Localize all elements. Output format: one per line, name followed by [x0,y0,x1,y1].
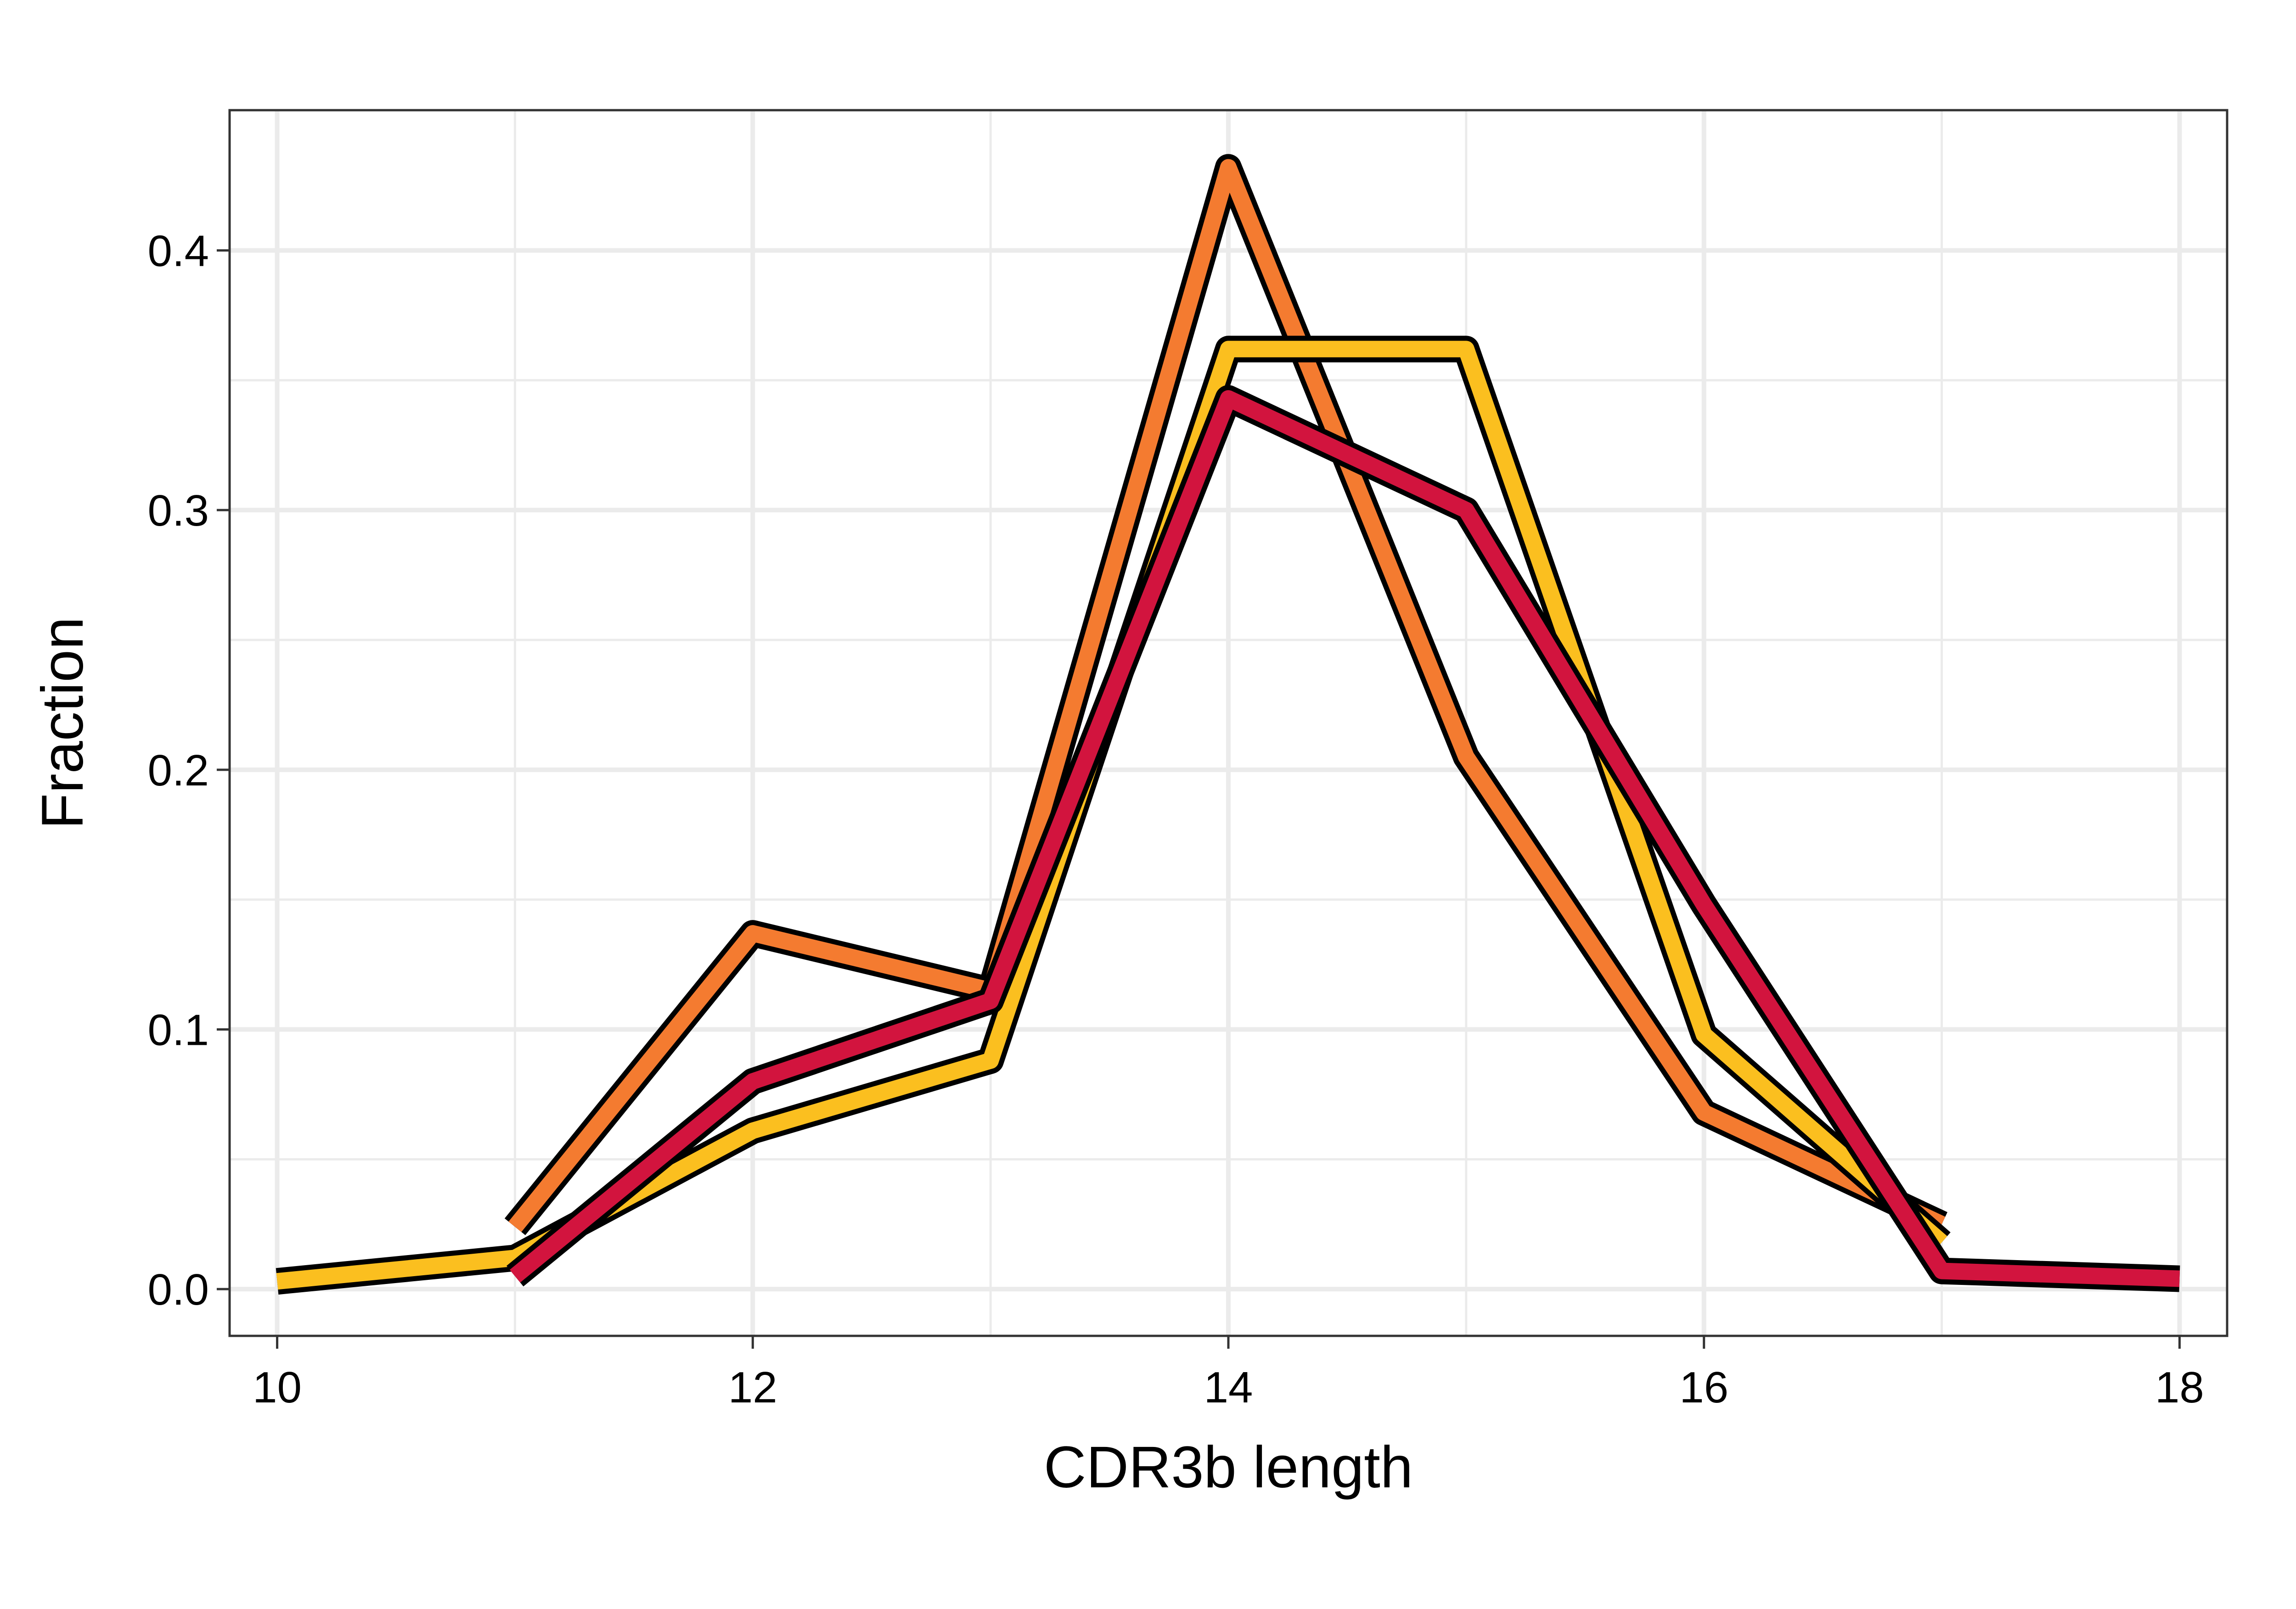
data-point [752,933,753,934]
data-point [1941,1271,1942,1272]
data-point [514,1276,515,1277]
x-axis-title: CDR3b length [1044,1435,1413,1500]
series-line [508,159,1946,1232]
data-point [514,1226,515,1227]
major-gridlines [230,110,2227,1336]
x-tick-label: 14 [1204,1363,1253,1412]
data-point [2179,1278,2180,1279]
data-point [752,1081,753,1082]
data-point [990,1060,991,1061]
y-tick-label: 0.0 [148,1265,209,1314]
series-lines [276,154,2180,1295]
x-tick-label: 18 [2155,1363,2204,1412]
y-axis-title: Fraction [30,617,96,829]
data-point [1704,1112,1705,1113]
y-tick-label: 0.2 [148,746,209,795]
y-tick-label: 0.4 [148,226,209,275]
data-point [1228,398,1229,399]
data-point [752,1130,753,1131]
x-tick-label: 12 [728,1363,777,1412]
data-point [1466,348,1467,349]
data-point [1228,167,1229,168]
data-point [1228,348,1229,349]
series-1 [504,154,1947,1237]
x-tick-label: 16 [1679,1363,1728,1412]
x-axis-ticks: 10 12 14 16 18 [253,1336,2204,1412]
data-point [990,1000,991,1001]
y-tick-label: 0.3 [148,486,209,535]
data-point [277,1281,278,1282]
data-point [1941,1242,1942,1243]
y-tick-label: 0.1 [148,1006,209,1055]
y-axis-ticks: 0.0 0.1 0.2 0.3 0.4 [148,226,230,1314]
data-point [514,1257,515,1258]
series-line [510,390,2180,1287]
series-3 [506,385,2180,1292]
x-tick-label: 10 [253,1363,302,1412]
data-point [1704,1034,1705,1035]
data-point [1704,904,1705,905]
